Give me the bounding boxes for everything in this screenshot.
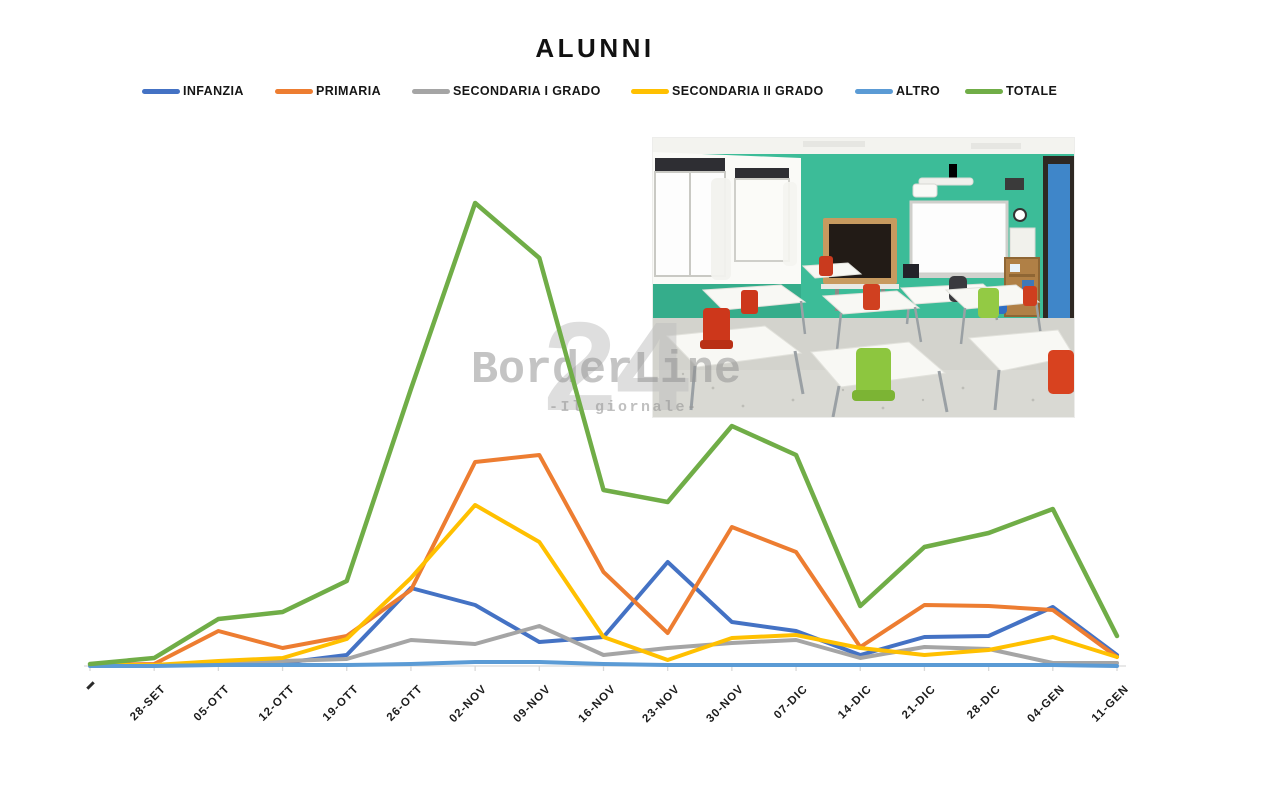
legend-swatch — [142, 88, 180, 94]
x-tick-label-28-set: 28-SET — [128, 683, 169, 724]
legend-item-totale: TOTALE — [965, 84, 1057, 98]
series-line-secondaria-ii-grado — [88, 503, 1119, 667]
legend-swatch — [855, 88, 893, 94]
x-tick-label-09-nov: 09-NOV — [511, 683, 554, 726]
legend-item-altro: ALTRO — [855, 84, 940, 98]
legend-item-secondaria-i-grado: SECONDARIA I GRADO — [412, 84, 601, 98]
classroom-illustration — [653, 138, 1076, 418]
legend-swatch — [631, 88, 669, 94]
x-tick-label-21-dic: 21-DIC — [900, 683, 939, 722]
legend-label: ALTRO — [896, 84, 941, 98]
legend-label: INFANZIA — [183, 84, 244, 98]
legend-swatch — [275, 88, 313, 94]
legend-swatch — [965, 88, 1003, 94]
legend-label: PRIMARIA — [316, 84, 382, 98]
chart-title: ALUNNI — [535, 33, 655, 63]
series-line-totale — [87, 200, 1120, 667]
series-line-altro — [88, 660, 1119, 668]
x-tick-label-28-dic: 28-DIC — [964, 683, 1004, 722]
x-tick-label-02-nov: 02-NOV — [447, 683, 490, 726]
legend-label: SECONDARIA I GRADO — [453, 84, 601, 98]
legend-item-secondaria-ii-grado: SECONDARIA II GRADO — [631, 84, 824, 98]
classroom-photo — [652, 137, 1076, 418]
x-tick-label-26-ott: 26-OTT — [384, 683, 426, 724]
x-tick-label-23-nov: 23-NOV — [640, 683, 683, 726]
x-tick-label-11-gen: 11-GEN — [1089, 683, 1132, 725]
x-tick-label-16-nov: 16-NOV — [575, 683, 618, 726]
legend-item-infanzia: INFANZIA — [142, 84, 244, 98]
x-tick-label-30-nov: 30-NOV — [704, 683, 747, 726]
x-tick-label-05-ott: 05-OTT — [192, 683, 233, 724]
legend-label: SECONDARIA II GRADO — [672, 84, 824, 98]
x-tick-label-07-dic: 07-DIC — [772, 683, 811, 722]
legend-swatch — [412, 88, 450, 94]
series-line-primaria — [88, 453, 1119, 667]
x-tick-label-19-ott: 19-OTT — [320, 683, 362, 724]
x-tick-label-04-gen: 04-GEN — [1025, 683, 1068, 726]
x-tick-label-14-dic: 14-DIC — [836, 683, 875, 722]
legend-item-primaria: PRIMARIA — [275, 84, 381, 98]
x-tick-label-12-ott: 12-OTT — [256, 683, 298, 724]
legend-label: TOTALE — [1006, 84, 1058, 98]
chart-legend: INFANZIA PRIMARIA SECONDARIA I GRADO SECOND… — [0, 84, 1267, 102]
series-line-secondaria-i-grado — [88, 624, 1119, 667]
